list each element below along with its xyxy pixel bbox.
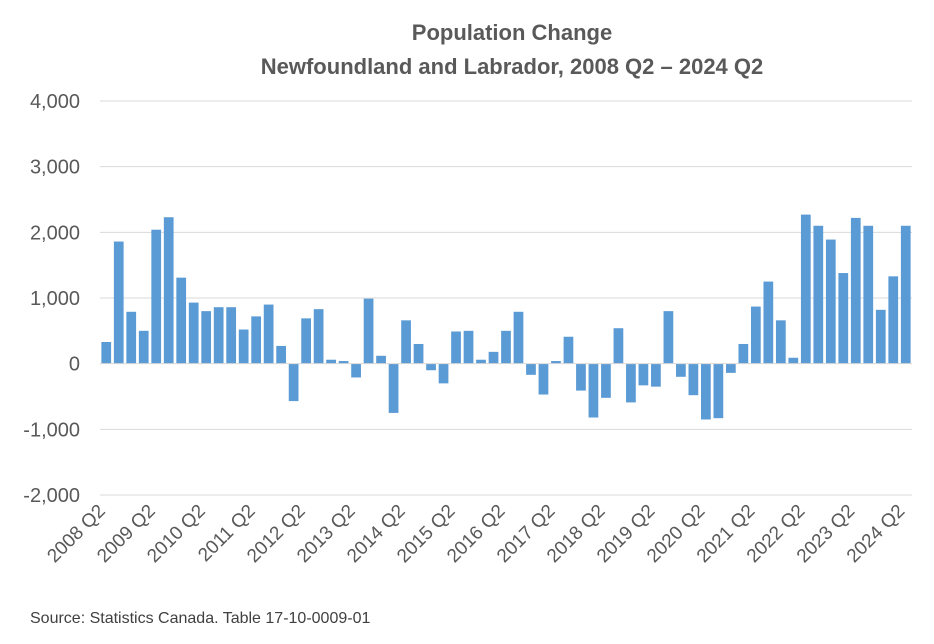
chart-subtitle: Newfoundland and Labrador, 2008 Q2 – 202… (260, 54, 764, 79)
bar-2014-q1 (388, 363, 399, 413)
bar-2024-q2 (900, 225, 911, 364)
bar-2016-q1 (488, 351, 499, 364)
bar-2018-q4 (626, 363, 636, 403)
bar-2010-q4 (226, 307, 237, 364)
bar-chart: 4,000 3,000 2,000 1,000 0 -1,000 -2,000 2008 Q… (23, 91, 912, 567)
bar-2009-q2 (151, 229, 162, 364)
bar-2013-q2 (351, 363, 361, 378)
bar-2013-q3 (363, 298, 374, 364)
bar-2011-q2 (251, 316, 262, 364)
y-tick-label: -1,000 (23, 419, 80, 441)
bar-2017-q2 (551, 361, 561, 364)
bar-2022-q2 (800, 214, 811, 364)
bar-2009-q4 (176, 277, 187, 364)
bar-2016-q3 (513, 311, 524, 364)
y-axis-tick-labels: 4,000 3,000 2,000 1,000 0 -1,000 -2,000 (23, 91, 80, 507)
bar-2015-q4 (476, 359, 486, 364)
source-note: Source: Statistics Canada. Table 17-10-0… (30, 610, 371, 627)
bar-2010-q3 (213, 307, 224, 364)
bar-2023-q3 (863, 225, 874, 364)
bar-2012-q3 (313, 309, 324, 364)
bar-2011-q4 (276, 345, 287, 364)
bar-2022-q1 (788, 357, 799, 364)
bar-2008-q4 (126, 311, 137, 364)
bar-2020-q4 (725, 363, 736, 373)
bar-2023-q1 (838, 273, 849, 364)
bar-2021-q1 (738, 343, 749, 364)
bar-2019-q2 (651, 363, 661, 387)
bar-2020-q3 (713, 363, 724, 419)
bar-2024-q1 (888, 276, 899, 364)
bar-2020-q2 (701, 363, 711, 420)
bar-2008-q3 (113, 241, 124, 364)
bar-2016-q2 (501, 330, 511, 364)
bar-2010-q1 (188, 302, 199, 364)
bar-2012-q2 (301, 318, 311, 364)
bar-2011-q1 (238, 329, 249, 364)
bar-2020-q1 (688, 363, 699, 396)
bar-2016-q4 (526, 363, 536, 375)
bar-2008-q2 (101, 342, 112, 364)
bar-2012-q1 (288, 363, 299, 402)
bar-2019-q1 (638, 363, 649, 386)
gridlines (100, 100, 912, 496)
bar-2018-q2 (601, 363, 611, 398)
y-tick-label: 1,000 (30, 288, 80, 310)
bar-2010-q2 (201, 311, 212, 364)
bar-2019-q4 (676, 363, 686, 377)
bar-2014-q2 (401, 320, 411, 364)
bar-2015-q2 (451, 331, 461, 364)
bar-2011-q3 (263, 304, 274, 364)
bar-2019-q3 (663, 311, 674, 364)
bar-2017-q3 (563, 336, 574, 364)
bar-2022-q3 (813, 225, 824, 364)
bar-2012-q4 (326, 359, 336, 364)
y-tick-label: 3,000 (30, 157, 80, 179)
bar-2018-q1 (588, 363, 599, 418)
bar-2013-q4 (376, 355, 386, 364)
bar-2013-q1 (338, 361, 349, 364)
bar-2015-q1 (438, 363, 449, 384)
bar-2017-q1 (538, 363, 549, 395)
bar-2021-q3 (763, 281, 774, 364)
bar-2017-q4 (576, 363, 586, 391)
bar-2023-q4 (875, 309, 886, 364)
bar-2014-q3 (413, 343, 424, 364)
y-tick-label: -2,000 (23, 485, 80, 507)
bar-2014-q4 (426, 363, 436, 371)
y-tick-label: 0 (69, 354, 80, 376)
bar-2018-q3 (613, 328, 624, 364)
bar-2021-q4 (775, 320, 786, 364)
y-tick-label: 4,000 (30, 91, 80, 113)
bar-2021-q2 (750, 306, 761, 364)
bars (101, 214, 911, 420)
bar-2023-q2 (850, 217, 861, 364)
y-tick-label: 2,000 (30, 222, 80, 244)
bar-2015-q3 (463, 330, 474, 364)
chart-title: Population Change (411, 20, 613, 45)
bar-2022-q4 (825, 239, 836, 364)
bar-2009-q1 (138, 330, 149, 364)
bar-2009-q3 (163, 217, 174, 364)
